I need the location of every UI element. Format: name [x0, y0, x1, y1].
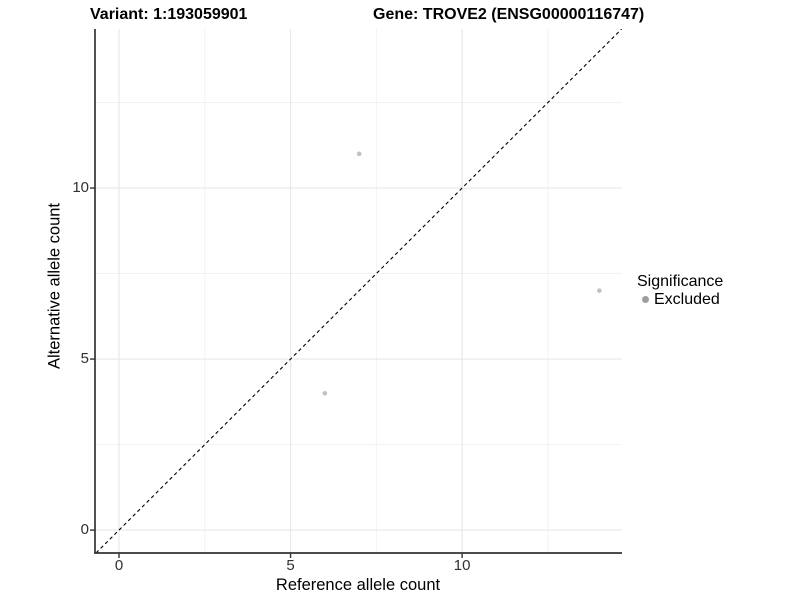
- legend-item-excluded: Excluded: [637, 291, 723, 308]
- legend: Significance Excluded: [637, 272, 723, 308]
- legend-title: Significance: [637, 273, 724, 290]
- x-tick-label: 0: [114, 557, 124, 574]
- x-tick-label: 5: [286, 557, 295, 574]
- y-tick-label: 10: [72, 179, 89, 197]
- excluded-point-icon: [642, 296, 649, 303]
- scatter-plot-panel: [90, 29, 623, 558]
- x-axis-title: Reference allele count: [275, 576, 441, 594]
- y-tick-label: 0: [80, 521, 89, 539]
- y-axis-title: Alternative allele count: [45, 202, 64, 370]
- y-tick-label: 5: [80, 350, 89, 368]
- gene-title: Gene: TROVE2 (ENSG00000116747): [373, 6, 645, 23]
- variant-title: Variant: 1:193059901: [90, 6, 248, 23]
- x-tick-label: 10: [453, 557, 471, 574]
- legend-item-label: Excluded: [654, 291, 720, 308]
